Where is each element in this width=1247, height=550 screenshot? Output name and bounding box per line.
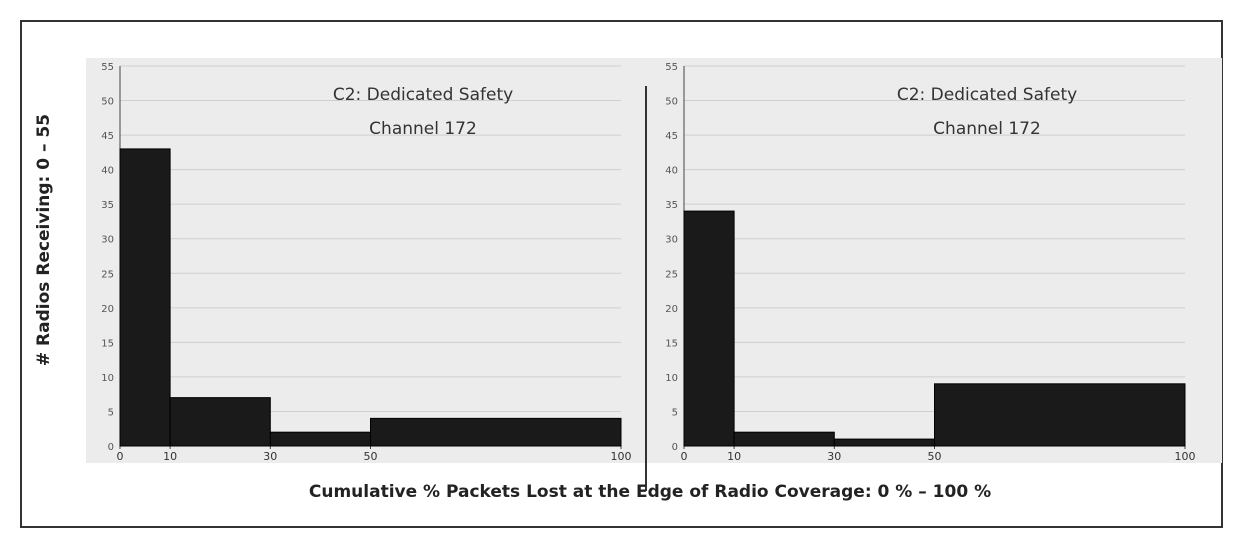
y-tick-label: 20 — [665, 304, 678, 315]
histogram-bar — [733, 431, 835, 447]
x-axis-label: Cumulative % Packets Lost at the Edge of… — [308, 482, 992, 502]
histogram-bar — [683, 210, 735, 447]
chart-title-line: Channel 172 — [933, 119, 1041, 139]
y-tick-label: 55 — [101, 62, 114, 73]
panel-divider — [645, 86, 647, 491]
chart-panel-right: 0 5 10 15 20 25 30 35 40 45 50 55 0 10 30 50 100 C2: Dedi… — [650, 58, 1222, 463]
x-tick-label: 0 — [681, 450, 688, 463]
chart-panel-left: 0 5 10 15 20 25 30 35 40 45 50 55 0 10 30 50 100 C2: Dedi… — [86, 58, 658, 463]
y-axis-label-container: # Radios Receiving: 0 – 55 — [24, 90, 64, 390]
y-tick-label: 0 — [108, 442, 114, 453]
histogram-bar — [169, 397, 271, 447]
y-tick-label: 35 — [101, 200, 114, 211]
y-tick-label: 45 — [101, 131, 114, 142]
y-tick-label: 5 — [672, 407, 678, 418]
y-tick-label: 10 — [665, 373, 678, 384]
x-tick-label: 100 — [611, 450, 632, 463]
y-tick-label: 45 — [665, 131, 678, 142]
y-tick-label: 0 — [672, 442, 678, 453]
y-tick-label: 50 — [665, 97, 678, 108]
y-tick-label: 15 — [665, 338, 678, 349]
x-tick-label: 30 — [263, 450, 277, 463]
chart-svg: 0 5 10 15 20 25 30 35 40 45 50 55 0 10 30 50 100 C2: Dedi… — [665, 62, 1196, 463]
x-tick-label: 10 — [163, 450, 177, 463]
y-tick-label: 40 — [665, 166, 678, 177]
y-tick-label: 5 — [108, 407, 114, 418]
x-tick-label: 0 — [117, 450, 124, 463]
chart-title-line: C2: Dedicated Safety — [333, 85, 513, 105]
x-tick-label: 10 — [727, 450, 741, 463]
y-tick-label: 25 — [665, 269, 678, 280]
histogram-bar — [269, 431, 371, 447]
y-tick-label: 15 — [101, 338, 114, 349]
histogram-bar — [934, 383, 1186, 447]
chart-title-line: Channel 172 — [369, 119, 477, 139]
chart-title-line: C2: Dedicated Safety — [897, 85, 1077, 105]
x-tick-label: 50 — [928, 450, 942, 463]
histogram-bar — [119, 148, 171, 447]
y-tick-label: 30 — [665, 235, 678, 246]
histogram-bar — [370, 417, 622, 447]
x-tick-label: 30 — [827, 450, 841, 463]
y-tick-label: 40 — [101, 166, 114, 177]
y-tick-label: 30 — [101, 235, 114, 246]
histogram-bar — [833, 438, 935, 447]
y-axis-label: # Radios Receiving: 0 – 55 — [34, 113, 54, 367]
y-tick-label: 20 — [101, 304, 114, 315]
chart-title: C2: Dedicated Safety Channel 172 — [897, 85, 1077, 139]
x-tick-label: 100 — [1175, 450, 1196, 463]
y-tick-label: 55 — [665, 62, 678, 73]
y-tick-label: 25 — [101, 269, 114, 280]
y-tick-label: 35 — [665, 200, 678, 211]
y-tick-label: 10 — [101, 373, 114, 384]
y-tick-label: 50 — [101, 97, 114, 108]
chart-title: C2: Dedicated Safety Channel 172 — [333, 85, 513, 139]
chart-svg: 0 5 10 15 20 25 30 35 40 45 50 55 0 10 30 50 100 C2: Dedi… — [101, 62, 632, 463]
x-tick-label: 50 — [364, 450, 378, 463]
